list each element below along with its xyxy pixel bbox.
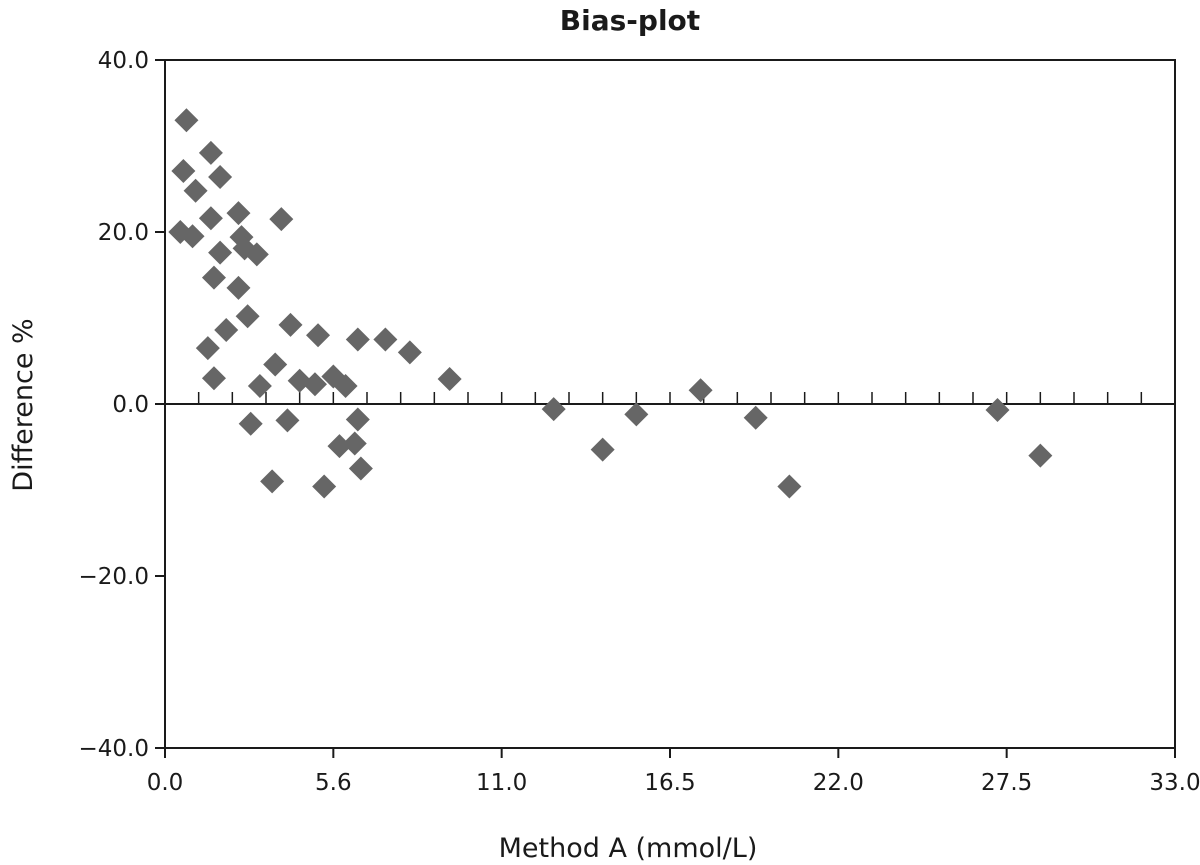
data-point [327, 434, 352, 459]
y-axis-label: Difference % [8, 318, 39, 491]
data-point [247, 373, 272, 398]
x-tick-label: 5.6 [315, 770, 352, 796]
data-points [168, 108, 1053, 499]
data-point [345, 407, 370, 432]
data-point [688, 378, 713, 403]
data-point [345, 327, 370, 352]
x-tick-labels: 0.0 5.6 11.0 16.5 22.0 27.5 33.0 [147, 770, 1200, 796]
data-point [590, 437, 615, 462]
x-tick-label: 22.0 [813, 770, 864, 796]
data-point [183, 178, 208, 203]
data-point [201, 265, 226, 290]
data-point [208, 164, 233, 189]
x-axis-label: Method A (mmol/L) [499, 833, 758, 864]
data-point [238, 411, 263, 436]
data-point [214, 318, 239, 343]
data-point [985, 398, 1010, 423]
data-point [306, 323, 331, 348]
data-point [333, 373, 358, 398]
data-point [743, 405, 768, 430]
x-tick-label: 16.5 [644, 770, 695, 796]
y-tick-label: −20.0 [79, 564, 149, 590]
data-point [201, 366, 226, 391]
data-point [312, 474, 337, 499]
data-point [263, 352, 288, 377]
x-tick-label: 27.5 [981, 770, 1032, 796]
y-tick-label: 0.0 [112, 392, 149, 418]
y-tick-label: 20.0 [98, 220, 149, 246]
data-point [348, 456, 373, 481]
axis-ticks [155, 59, 1176, 758]
y-tick-labels: 40.0 20.0 0.0 −20.0 −40.0 [79, 48, 149, 762]
data-point [180, 224, 205, 249]
data-point [244, 242, 269, 267]
data-point [208, 240, 233, 265]
data-point [260, 469, 285, 494]
data-point [624, 402, 649, 427]
data-point [437, 367, 462, 392]
x-tick-label: 33.0 [1149, 770, 1200, 796]
data-point [1028, 443, 1053, 468]
data-point [171, 158, 196, 183]
x-tick-label: 0.0 [147, 770, 184, 796]
data-point [174, 108, 199, 133]
data-point [226, 201, 251, 226]
data-point [275, 408, 300, 433]
chart-title: Bias-plot [560, 4, 700, 37]
x-tick-label: 11.0 [476, 770, 527, 796]
data-point [198, 140, 223, 165]
data-point [198, 206, 223, 231]
y-tick-label: −40.0 [79, 736, 149, 762]
data-point [278, 312, 303, 337]
data-point [226, 275, 251, 300]
data-point [235, 304, 260, 329]
data-point [269, 207, 294, 232]
data-point [342, 431, 367, 456]
data-point [302, 372, 327, 397]
data-point [373, 327, 398, 352]
data-point [541, 397, 566, 422]
data-point [397, 340, 422, 365]
data-point [777, 474, 802, 499]
y-tick-label: 40.0 [98, 48, 149, 74]
data-point [195, 336, 220, 361]
